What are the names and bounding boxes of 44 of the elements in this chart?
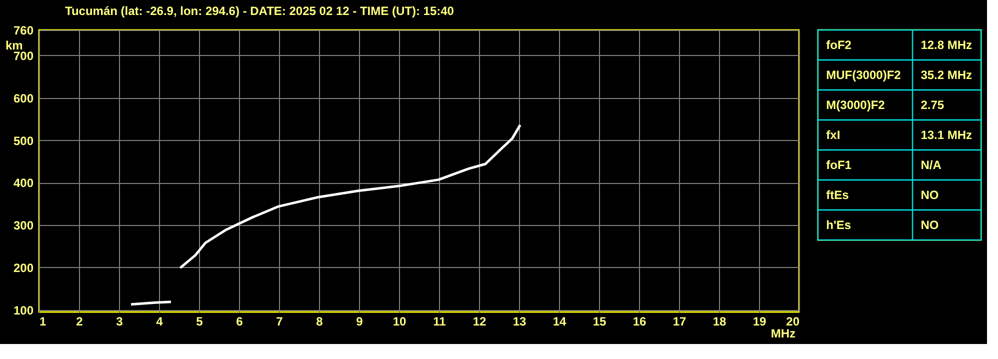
- y-tick-label: 500: [13, 134, 34, 148]
- text: NO: [920, 218, 939, 232]
- text: fxI: [826, 128, 840, 142]
- x-tick-label: 18: [712, 314, 726, 328]
- text: 35.2 MHz: [920, 68, 972, 82]
- x-tick-label: 1: [40, 314, 46, 328]
- x-tick-label: 3: [116, 314, 124, 328]
- text: h'Es: [826, 218, 852, 232]
- x-tick-label: 17: [672, 314, 686, 328]
- text: 12.8 MHz: [920, 38, 972, 52]
- x-tick-label: 5: [196, 314, 204, 328]
- x-tick-label: 12: [472, 314, 486, 328]
- text: N/A: [920, 158, 942, 172]
- y-tick-label: 200: [13, 260, 34, 275]
- x-tick-label: 20: [786, 314, 800, 328]
- y-tick-label: 300: [13, 218, 34, 233]
- x-tick-label: 4: [156, 314, 164, 328]
- x-tick-label: 19: [752, 314, 766, 328]
- y-tick-label: 400: [13, 176, 34, 190]
- text: 2.75: [920, 98, 944, 112]
- chart-title: Tucumán (lat: -26.9, lon: 294.6) - DATE: 2025 02 12 - TIME (UT): 15:40: [65, 4, 454, 18]
- text: 13.1 MHz: [920, 128, 972, 142]
- x-tick-label: 16: [632, 314, 646, 328]
- x-tick-label: 2: [76, 314, 84, 328]
- y-tick-label: 100: [13, 303, 34, 318]
- x-tick-label: 8: [316, 314, 324, 328]
- line-series: [178, 124, 522, 270]
- text: M(3000)F2: [826, 98, 886, 112]
- text: ftEs: [826, 188, 850, 202]
- x-tick-label: 6: [236, 314, 244, 328]
- y-tick-label: 760: [13, 24, 34, 38]
- x-tick-label: 9: [356, 314, 364, 328]
- x-axis-title: MHz: [770, 326, 796, 340]
- text: foF2: [826, 38, 852, 52]
- x-tick-label: 11: [433, 314, 446, 328]
- text: MUF(3000)F2: [826, 68, 902, 82]
- text: foF1: [826, 158, 852, 172]
- x-tick-label: 13: [512, 314, 526, 328]
- x-tick-label: 10: [392, 314, 406, 328]
- x-tick-label: 14: [552, 314, 566, 328]
- y-tick-label: 600: [13, 91, 34, 106]
- x-tick-label: 15: [592, 314, 606, 328]
- text: NO: [920, 188, 939, 202]
- x-tick-label: 7: [276, 314, 284, 328]
